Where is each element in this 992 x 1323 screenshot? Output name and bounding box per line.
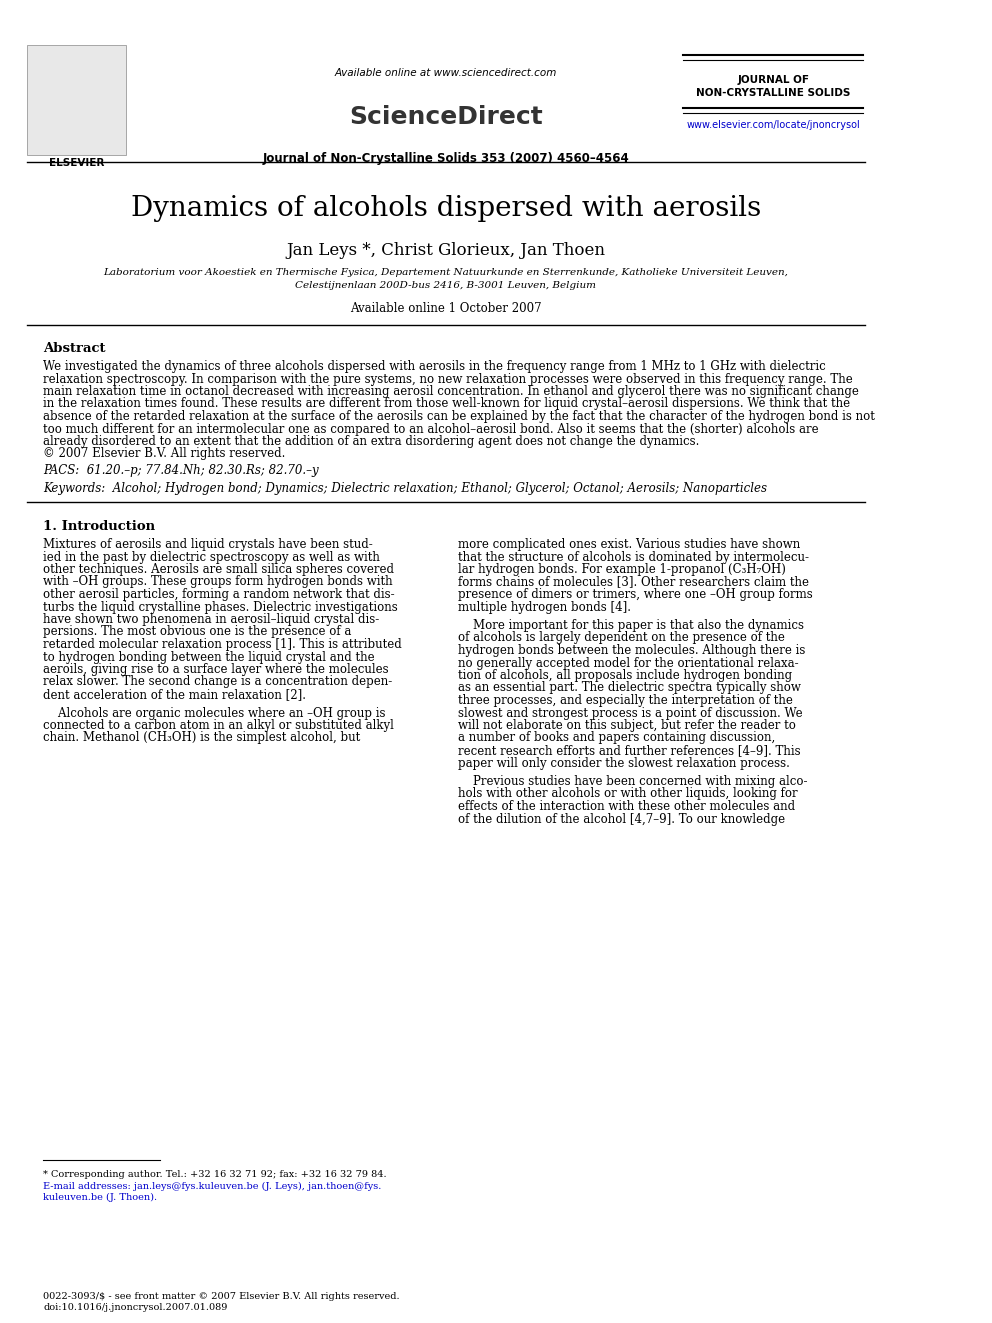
Text: * Corresponding author. Tel.: +32 16 32 71 92; fax: +32 16 32 79 84.: * Corresponding author. Tel.: +32 16 32 … [43, 1170, 387, 1179]
Text: have shown two phenomena in aerosil–liquid crystal dis-: have shown two phenomena in aerosil–liqu… [43, 613, 379, 626]
Bar [27, 45, 126, 155]
Text: forms chains of molecules [3]. Other researchers claim the: forms chains of molecules [3]. Other res… [458, 576, 809, 589]
Text: © 2007 Elsevier B.V. All rights reserved.: © 2007 Elsevier B.V. All rights reserved… [43, 447, 286, 460]
Text: as an essential part. The dielectric spectra typically show: as an essential part. The dielectric spe… [458, 681, 802, 695]
Text: to hydrogen bonding between the liquid crystal and the: to hydrogen bonding between the liquid c… [43, 651, 375, 664]
Text: already disordered to an extent that the addition of an extra disordering agent : already disordered to an extent that the… [43, 435, 699, 448]
Text: Celestijnenlaan 200D-bus 2416, B-3001 Leuven, Belgium: Celestijnenlaan 200D-bus 2416, B-3001 Le… [296, 280, 596, 290]
Text: Abstract: Abstract [43, 343, 105, 355]
Text: a number of books and papers containing discussion,: a number of books and papers containing … [458, 732, 776, 745]
Text: three processes, and especially the interpretation of the: three processes, and especially the inte… [458, 695, 794, 706]
Text: Dynamics of alcohols dispersed with aerosils: Dynamics of alcohols dispersed with aero… [131, 194, 761, 222]
Text: other aerosil particles, forming a random network that dis-: other aerosil particles, forming a rando… [43, 587, 395, 601]
Text: recent research efforts and further references [4–9]. This: recent research efforts and further refe… [458, 744, 802, 757]
Text: E-mail addresses: jan.leys@fys.kuleuven.be (J. Leys), jan.thoen@fys.: E-mail addresses: jan.leys@fys.kuleuven.… [43, 1181, 382, 1191]
Text: no generally accepted model for the orientational relaxa-: no generally accepted model for the orie… [458, 656, 800, 669]
Text: hols with other alcohols or with other liquids, looking for: hols with other alcohols or with other l… [458, 787, 799, 800]
Text: presence of dimers or trimers, where one –OH group forms: presence of dimers or trimers, where one… [458, 587, 813, 601]
Text: other techniques. Aerosils are small silica spheres covered: other techniques. Aerosils are small sil… [43, 564, 394, 576]
Text: 0022-3093/$ - see front matter © 2007 Elsevier B.V. All rights reserved.: 0022-3093/$ - see front matter © 2007 El… [43, 1293, 400, 1301]
Text: relax slower. The second change is a concentration depen-: relax slower. The second change is a con… [43, 676, 393, 688]
Text: hydrogen bonds between the molecules. Although there is: hydrogen bonds between the molecules. Al… [458, 644, 806, 658]
Text: NON-CRYSTALLINE SOLIDS: NON-CRYSTALLINE SOLIDS [695, 89, 850, 98]
Text: We investigated the dynamics of three alcohols dispersed with aerosils in the fr: We investigated the dynamics of three al… [43, 360, 826, 373]
Text: More important for this paper is that also the dynamics: More important for this paper is that al… [458, 619, 805, 632]
Text: Available online at www.sciencedirect.com: Available online at www.sciencedirect.co… [334, 67, 558, 78]
Text: Alcohols are organic molecules where an –OH group is: Alcohols are organic molecules where an … [43, 706, 386, 720]
Text: lar hydrogen bonds. For example 1-propanol (C₃H₇OH): lar hydrogen bonds. For example 1-propan… [458, 564, 787, 576]
Text: absence of the retarded relaxation at the surface of the aerosils can be explain: absence of the retarded relaxation at th… [43, 410, 875, 423]
Text: Keywords:  Alcohol; Hydrogen bond; Dynamics; Dielectric relaxation; Ethanol; Gly: Keywords: Alcohol; Hydrogen bond; Dynami… [43, 482, 767, 495]
Text: of the dilution of the alcohol [4,7–9]. To our knowledge: of the dilution of the alcohol [4,7–9]. … [458, 812, 786, 826]
Text: more complicated ones exist. Various studies have shown: more complicated ones exist. Various stu… [458, 538, 801, 550]
Text: Mixtures of aerosils and liquid crystals have been stud-: Mixtures of aerosils and liquid crystals… [43, 538, 373, 550]
Text: dent acceleration of the main relaxation [2].: dent acceleration of the main relaxation… [43, 688, 307, 701]
Text: PACS:  61.20.–p; 77.84.Nh; 82.30.Rs; 82.70.–y: PACS: 61.20.–p; 77.84.Nh; 82.30.Rs; 82.7… [43, 464, 318, 478]
Text: effects of the interaction with these other molecules and: effects of the interaction with these ot… [458, 800, 796, 814]
Text: paper will only consider the slowest relaxation process.: paper will only consider the slowest rel… [458, 757, 791, 770]
Text: doi:10.1016/j.jnoncrysol.2007.01.089: doi:10.1016/j.jnoncrysol.2007.01.089 [43, 1303, 227, 1312]
Text: connected to a carbon atom in an alkyl or substituted alkyl: connected to a carbon atom in an alkyl o… [43, 718, 394, 732]
Text: that the structure of alcohols is dominated by intermolecu-: that the structure of alcohols is domina… [458, 550, 809, 564]
Text: JOURNAL OF: JOURNAL OF [737, 75, 809, 85]
Text: with –OH groups. These groups form hydrogen bonds with: with –OH groups. These groups form hydro… [43, 576, 393, 589]
Text: 1. Introduction: 1. Introduction [43, 520, 156, 533]
Text: will not elaborate on this subject, but refer the reader to: will not elaborate on this subject, but … [458, 718, 797, 732]
Text: ScienceDirect: ScienceDirect [349, 105, 543, 130]
Text: Journal of Non-Crystalline Solids 353 (2007) 4560–4564: Journal of Non-Crystalline Solids 353 (2… [263, 152, 629, 165]
Text: in the relaxation times found. These results are different from those well-known: in the relaxation times found. These res… [43, 397, 850, 410]
Text: www.elsevier.com/locate/jnoncrysol: www.elsevier.com/locate/jnoncrysol [686, 120, 860, 130]
Text: retarded molecular relaxation process [1]. This is attributed: retarded molecular relaxation process [1… [43, 638, 402, 651]
Text: relaxation spectroscopy. In comparison with the pure systems, no new relaxation : relaxation spectroscopy. In comparison w… [43, 373, 853, 385]
Text: kuleuven.be (J. Thoen).: kuleuven.be (J. Thoen). [43, 1193, 158, 1203]
Text: ELSEVIER: ELSEVIER [49, 157, 104, 168]
Text: too much different for an intermolecular one as compared to an alcohol–aerosil b: too much different for an intermolecular… [43, 422, 818, 435]
Text: main relaxation time in octanol decreased with increasing aerosil concentration.: main relaxation time in octanol decrease… [43, 385, 859, 398]
Text: multiple hydrogen bonds [4].: multiple hydrogen bonds [4]. [458, 601, 632, 614]
Text: Jan Leys *, Christ Glorieux, Jan Thoen: Jan Leys *, Christ Glorieux, Jan Thoen [287, 242, 605, 259]
Text: chain. Methanol (CH₃OH) is the simplest alcohol, but: chain. Methanol (CH₃OH) is the simplest … [43, 732, 360, 745]
Text: turbs the liquid crystalline phases. Dielectric investigations: turbs the liquid crystalline phases. Die… [43, 601, 398, 614]
Text: of alcohols is largely dependent on the presence of the: of alcohols is largely dependent on the … [458, 631, 786, 644]
Text: Previous studies have been concerned with mixing alco-: Previous studies have been concerned wit… [458, 775, 807, 789]
Text: slowest and strongest process is a point of discussion. We: slowest and strongest process is a point… [458, 706, 804, 720]
Text: aeroils, giving rise to a surface layer where the molecules: aeroils, giving rise to a surface layer … [43, 663, 389, 676]
Text: tion of alcohols, all proposals include hydrogen bonding: tion of alcohols, all proposals include … [458, 669, 793, 681]
Text: Available online 1 October 2007: Available online 1 October 2007 [350, 302, 542, 315]
Text: persions. The most obvious one is the presence of a: persions. The most obvious one is the pr… [43, 626, 351, 639]
Text: Laboratorium voor Akoestiek en Thermische Fysica, Departement Natuurkunde en Ste: Laboratorium voor Akoestiek en Thermisch… [103, 269, 789, 277]
Text: ied in the past by dielectric spectroscopy as well as with: ied in the past by dielectric spectrosco… [43, 550, 380, 564]
